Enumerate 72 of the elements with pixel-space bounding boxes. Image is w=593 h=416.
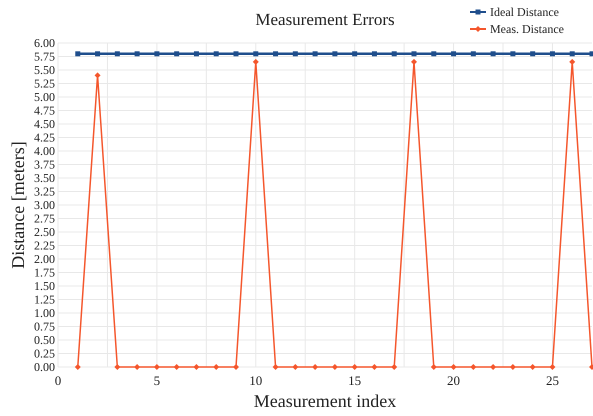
point	[569, 58, 576, 65]
point	[194, 51, 199, 56]
point	[412, 51, 416, 56]
y-tick-label: 2.50	[34, 225, 55, 239]
point	[431, 51, 436, 56]
point	[530, 51, 536, 56]
point	[214, 51, 219, 56]
point	[391, 364, 398, 370]
y-tick-label: 0.75	[34, 320, 55, 334]
legend-label: Meas. Distance	[490, 22, 564, 36]
y-tick-label: 4.75	[34, 104, 55, 118]
point	[273, 51, 278, 56]
point	[74, 364, 81, 370]
y-tick-label: 3.25	[34, 184, 55, 198]
chart-title: Measurement Errors	[255, 10, 395, 29]
point	[510, 51, 516, 56]
y-axis-title: Distance [meters]	[8, 141, 28, 269]
point	[134, 51, 140, 56]
point	[352, 51, 358, 56]
x-tick-label: 15	[348, 373, 362, 388]
point	[213, 364, 220, 370]
point	[174, 51, 180, 56]
point	[490, 51, 496, 56]
y-tick-label: 5.75	[34, 50, 55, 64]
y-tick-label: 2.00	[34, 252, 55, 266]
y-tick-label: 5.50	[34, 63, 55, 77]
y-tick-label: 5.00	[34, 90, 55, 104]
point	[430, 364, 437, 370]
point	[114, 364, 120, 370]
y-tick-label: 4.50	[34, 117, 55, 131]
point	[550, 51, 555, 56]
x-axis-title: Measurement index	[254, 391, 396, 411]
y-tick-label: 1.75	[34, 266, 55, 280]
y-tick-label: 0.00	[34, 360, 55, 374]
point	[332, 51, 338, 56]
point	[94, 72, 101, 78]
y-tick-label: 1.25	[34, 292, 55, 306]
y-tick-label: 0.50	[34, 333, 55, 347]
point	[253, 51, 258, 56]
point	[570, 51, 575, 56]
y-tick-label: 2.25	[34, 238, 55, 252]
point	[233, 364, 239, 370]
point	[372, 51, 377, 56]
legend-label: Ideal Distance	[490, 5, 559, 19]
x-tick-label: 0	[54, 373, 62, 388]
x-tick-label: 5	[154, 373, 160, 388]
point	[252, 58, 259, 65]
y-tick-label: 4.00	[34, 144, 55, 158]
x-tick-label: 25	[546, 373, 559, 388]
y-tick-label: 2.75	[34, 212, 55, 226]
x-tick-label: 20	[447, 373, 460, 388]
point	[470, 51, 476, 56]
point	[411, 58, 417, 65]
y-tick-label: 1.50	[34, 279, 55, 293]
point	[292, 51, 298, 56]
point	[392, 51, 397, 56]
point	[154, 51, 160, 56]
y-tick-label: 5.25	[34, 76, 55, 90]
point	[75, 51, 80, 56]
y-tick-label: 4.25	[34, 130, 55, 144]
point	[451, 51, 456, 56]
point	[312, 51, 318, 56]
y-tick-label: 3.50	[34, 171, 55, 185]
point	[114, 51, 120, 56]
x-tick-label: 10	[249, 373, 262, 388]
y-tick-label: 1.00	[34, 306, 55, 320]
point	[95, 51, 100, 56]
y-tick-label: 0.25	[34, 346, 55, 360]
point	[234, 51, 238, 56]
y-tick-label: 3.75	[34, 158, 55, 172]
y-tick-label: 3.00	[34, 198, 55, 212]
y-tick-label: 6.00	[34, 36, 55, 50]
